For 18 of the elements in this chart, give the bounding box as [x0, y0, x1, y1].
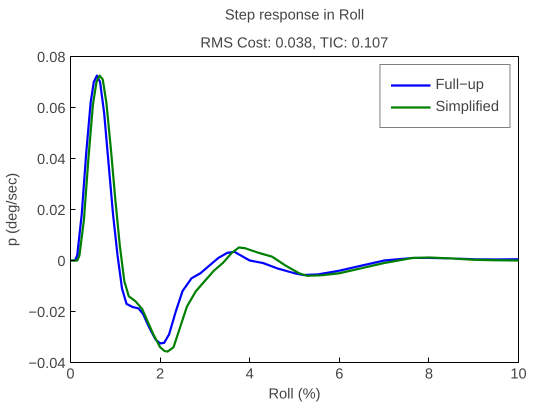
y-tick-label: 0.02 [36, 203, 66, 219]
y-tick-label: 0.06 [36, 101, 66, 117]
x-tick-label: 6 [335, 366, 344, 382]
y-tick-label: 0.08 [36, 50, 66, 66]
chart-title: Step response in Roll [224, 8, 364, 24]
y-tick-label: −0.02 [28, 305, 66, 321]
x-tick-label: 10 [510, 366, 527, 382]
y-tick-label: 0 [57, 254, 66, 270]
y-axis-title: p (deg/sec) [4, 172, 20, 246]
x-tick-label: 2 [156, 366, 164, 382]
legend-label: Simplified [435, 99, 499, 115]
y-tick-label: 0.04 [36, 152, 66, 168]
y-tick-label: −0.04 [28, 356, 66, 372]
x-tick-label: 4 [246, 366, 254, 382]
legend-label: Full−up [435, 77, 484, 93]
x-tick-label: 8 [424, 366, 433, 382]
chart-subtitle: RMS Cost: 0.038, TIC: 0.107 [200, 36, 388, 52]
x-axis-title: Roll (%) [268, 386, 321, 402]
